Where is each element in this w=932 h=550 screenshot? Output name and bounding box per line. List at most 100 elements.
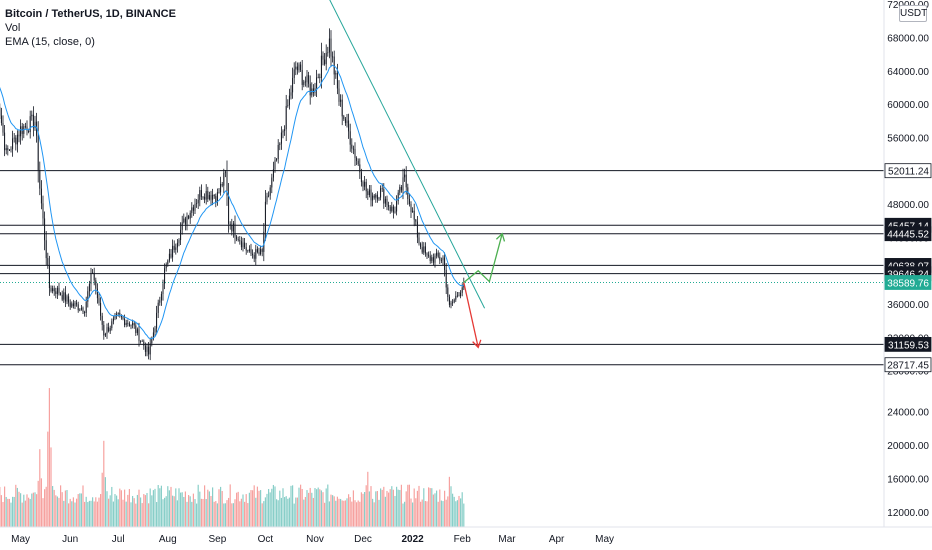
- candle-body: [277, 144, 279, 159]
- volume-bar: [248, 492, 250, 527]
- candle-body: [285, 106, 287, 130]
- candle-body: [404, 174, 406, 178]
- volume-bar: [23, 494, 25, 527]
- volume-bar: [456, 500, 458, 527]
- volume-bar: [418, 485, 420, 527]
- volume-bar: [293, 503, 295, 527]
- candle-body: [349, 131, 351, 145]
- volume-bar: [317, 487, 319, 527]
- candle-body: [37, 135, 39, 170]
- level-price-label: 31159.53: [884, 336, 932, 352]
- candle-body: [396, 201, 398, 212]
- volume-bar: [194, 499, 196, 527]
- candle-body: [218, 192, 220, 193]
- candle-body: [424, 246, 426, 254]
- volume-indicator-label[interactable]: Vol: [5, 22, 21, 34]
- candle-body: [410, 204, 412, 212]
- volume-bar: [109, 495, 111, 527]
- candle-body: [447, 287, 449, 297]
- volume-bar: [215, 501, 217, 527]
- candle-body: [260, 249, 262, 255]
- currency-unit-badge[interactable]: USDT: [899, 5, 927, 22]
- volume-bar: [258, 490, 260, 527]
- volume-bar: [330, 494, 332, 527]
- candle-body: [416, 221, 418, 238]
- volume-bar: [381, 489, 383, 527]
- candle-body: [338, 88, 340, 102]
- volume-bar: [212, 487, 214, 527]
- volume-bar: [87, 502, 89, 527]
- volume-bar: [20, 493, 22, 527]
- candle-body: [8, 149, 10, 151]
- candle-body: [362, 182, 364, 187]
- volume-bar: [236, 492, 238, 527]
- candle-body: [256, 249, 258, 253]
- candle-body: [368, 189, 370, 196]
- candle-body: [340, 99, 342, 102]
- volume-bar: [50, 447, 52, 527]
- candle-body: [229, 223, 231, 226]
- volume-bar: [288, 497, 290, 527]
- volume-bar: [373, 502, 375, 527]
- volume-bar: [74, 502, 76, 527]
- volume-bar: [364, 492, 366, 527]
- volume-bar: [56, 496, 58, 527]
- volume-bar: [204, 485, 206, 527]
- candle-body: [373, 195, 375, 198]
- volume-bar: [136, 494, 138, 527]
- volume-bar: [143, 494, 145, 527]
- volume-bar: [186, 501, 188, 527]
- time-axis-label: Nov: [306, 534, 324, 545]
- candle-body: [236, 236, 238, 240]
- candle-body: [372, 195, 374, 201]
- candle-body: [2, 122, 4, 133]
- candle-body: [82, 307, 84, 313]
- volume-bar: [352, 490, 354, 527]
- volume-tick-label: 24000.00: [887, 408, 929, 419]
- candle-body: [127, 322, 129, 324]
- candle-body: [188, 216, 190, 219]
- volume-bar: [386, 490, 388, 527]
- volume-bar: [416, 490, 418, 527]
- candle-body: [191, 207, 193, 213]
- candle-body: [68, 296, 70, 303]
- volume-bar: [213, 501, 215, 527]
- ema-indicator-label[interactable]: EMA (15, close, 0): [5, 36, 95, 48]
- volume-bar: [84, 501, 86, 527]
- volume-bar: [264, 497, 266, 527]
- volume-bar: [100, 494, 102, 527]
- candle-body: [104, 333, 106, 336]
- candle-body: [293, 69, 295, 78]
- volume-bar: [367, 471, 369, 527]
- volume-bar: [112, 501, 114, 527]
- volume-bar: [39, 449, 41, 527]
- bearish-scenario-arrow[interactable]: [463, 282, 482, 349]
- volume-bar: [260, 490, 262, 527]
- volume-bar: [128, 489, 130, 527]
- volume-bar: [200, 498, 202, 527]
- candle-body: [311, 88, 313, 96]
- candle-body: [240, 241, 242, 248]
- volume-bar: [424, 501, 426, 527]
- descending-trendline[interactable]: [329, 0, 486, 309]
- bullish-scenario-arrow[interactable]: [463, 232, 506, 283]
- volume-bar: [240, 498, 242, 527]
- volume-bar: [295, 497, 297, 527]
- candle-body: [210, 195, 212, 200]
- volume-bar: [116, 495, 118, 527]
- time-axis-label: Dec: [354, 534, 372, 545]
- volume-tick-label: 12000.00: [887, 508, 929, 519]
- candle-body: [437, 252, 439, 257]
- candle-body: [109, 328, 111, 332]
- volume-bar: [85, 496, 87, 527]
- volume-bar: [434, 493, 436, 527]
- volume-bar: [338, 498, 340, 527]
- volume-bar: [164, 497, 166, 527]
- candle-body: [274, 160, 276, 170]
- volume-bar: [247, 503, 249, 527]
- volume-bar: [8, 498, 10, 527]
- volume-bar: [178, 488, 180, 527]
- svg-text:52011.24: 52011.24: [888, 167, 929, 178]
- candle-body: [332, 56, 334, 58]
